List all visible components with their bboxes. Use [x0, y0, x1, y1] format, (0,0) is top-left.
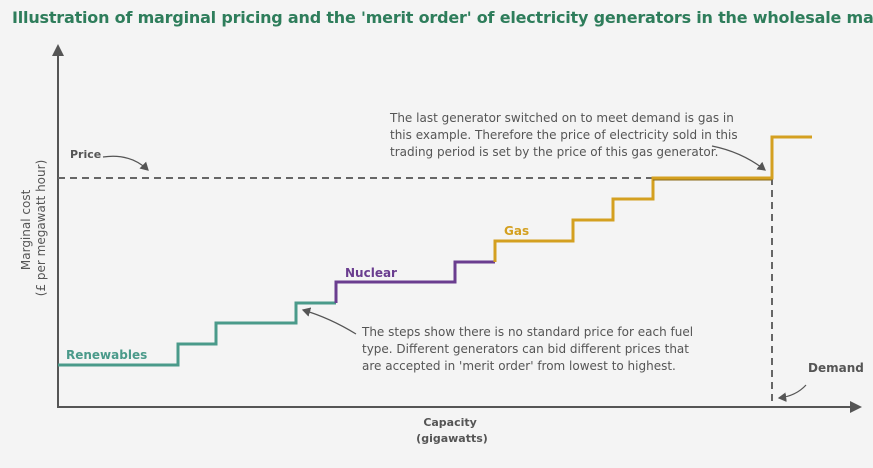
- price-pointer-arrow-icon: [102, 155, 149, 171]
- bottom-annotation-arrow-icon: [301, 307, 357, 335]
- price-label: Price: [70, 148, 101, 161]
- nuclear-label: Nuclear: [345, 266, 397, 280]
- y-axis-arrow-icon: [52, 44, 64, 56]
- gas-steps: [493, 135, 812, 262]
- bottom-annotation: The steps show there is no standard pric…: [361, 325, 697, 373]
- x-axis-arrow-icon: [850, 401, 862, 413]
- renewables-steps: [58, 301, 336, 367]
- renewables-label: Renewables: [66, 348, 147, 362]
- demand-pointer-arrow-icon: [777, 384, 807, 402]
- nuclear-steps: [334, 260, 495, 303]
- gas-label: Gas: [504, 224, 529, 238]
- top-annotation-arrow-icon: [711, 145, 766, 171]
- diagram-title: Illustration of marginal pricing and the…: [12, 8, 873, 27]
- demand-label: Demand: [808, 361, 864, 375]
- top-annotation: The last generator switched on to meet d…: [389, 111, 741, 159]
- x-axis-label: Capacity (gigawatts): [416, 416, 488, 445]
- y-axis-label: Marginal cost (£ per megawatt hour): [19, 160, 48, 296]
